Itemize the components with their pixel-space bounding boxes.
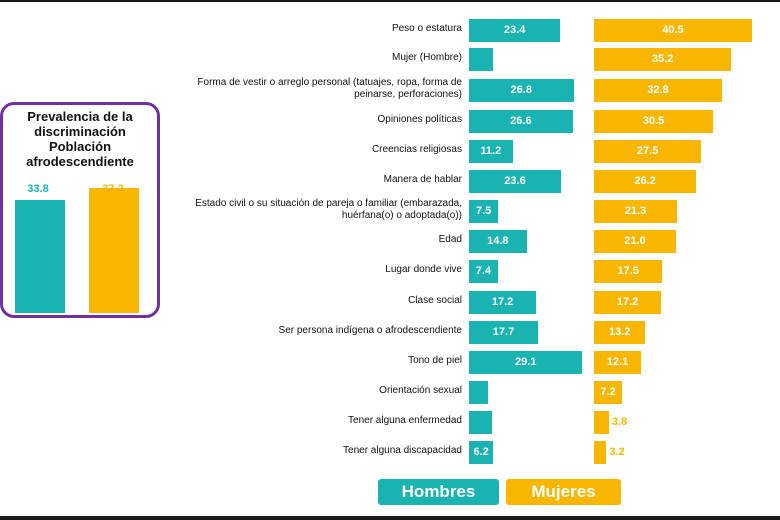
mujeres-value-label: 27.5 [636, 145, 659, 157]
category-label: Lugar donde vive [385, 264, 462, 275]
hombres-value-label: 4.8 [490, 386, 507, 398]
mujeres-value-label: 3.2 [609, 446, 625, 458]
hombres-bar [469, 18, 561, 42]
hombres-bar [469, 440, 494, 464]
category-label: Edad [438, 234, 462, 245]
prevalence-hombres-bar [15, 199, 65, 313]
hombres-value-label: 23.6 [504, 175, 526, 187]
hombres-bar [469, 229, 527, 253]
hombres-bar [469, 47, 493, 71]
mujeres-bar [594, 380, 623, 404]
prevalence-box: Prevalencia de la discriminación Poblaci… [0, 102, 160, 318]
category-label: Clase social [408, 295, 462, 306]
category-label: Tener alguna discapacidad [343, 445, 462, 456]
category-label: Mujer (Hombre) [391, 52, 462, 63]
mujeres-value-label: 13.2 [609, 326, 631, 338]
mujeres-value-label: 17.2 [616, 296, 639, 308]
hombres-bar [469, 350, 583, 374]
hombres-bar [469, 259, 498, 283]
hombres-bar [469, 320, 539, 344]
category-label: Ser persona indígena o afrodescendiente [278, 325, 462, 336]
mujeres-value-label: 26.2 [634, 175, 656, 187]
mujeres-value-label: 30.5 [642, 115, 665, 127]
mujeres-value-label: 35.2 [651, 53, 674, 65]
hombres-value-label: 26.6 [510, 115, 532, 127]
hombres-bar [469, 380, 488, 404]
hombres-bar [469, 410, 493, 434]
mujeres-bar [594, 290, 662, 314]
mujeres-value-label: 40.5 [662, 24, 684, 36]
hombres-bar [469, 169, 562, 193]
prevalence-title: Prevalencia de la discriminación Poblaci… [26, 109, 134, 169]
category-label: Estado civil o su situación de pareja o … [195, 198, 462, 221]
category-label: Forma de vestir o arreglo personal (tatu… [197, 77, 462, 100]
mujeres-value-label: 17.5 [617, 265, 639, 277]
hombres-value-label: 23.4 [503, 24, 526, 36]
legend-mujeres: Mujeres [506, 479, 621, 505]
category-label: Creencias religiosas [371, 144, 462, 155]
category-label: Peso o estatura [391, 23, 462, 34]
category-label: Tener alguna enfermedad [348, 415, 462, 426]
hombres-value-label: 6.1 [495, 53, 512, 65]
hombres-value-label: 29.1 [515, 356, 537, 368]
hombres-value-label: 26.8 [510, 84, 532, 96]
mujeres-bar [594, 229, 676, 253]
mujeres-value-label: 21.3 [624, 205, 647, 217]
mujeres-bar [594, 410, 609, 434]
hombres-bar [469, 139, 513, 163]
legend-hombres: Hombres [378, 479, 499, 505]
hombres-bar [469, 109, 573, 133]
hombres-value-label: 7.5 [475, 205, 492, 217]
mujeres-bar [594, 259, 663, 283]
hombres-value-label: 14.8 [487, 235, 509, 247]
hombres-bar [469, 78, 574, 102]
frame-bottom-line [0, 516, 780, 520]
hombres-value-label: 17.2 [491, 296, 514, 308]
mujeres-bar [594, 78, 722, 102]
mujeres-bar [594, 109, 713, 133]
prevalence-hombres-label: 33.8 [27, 183, 49, 195]
category-label: Tono de piel [408, 355, 462, 366]
mujeres-value-label: 7.2 [600, 386, 616, 398]
frame-top-line [0, 0, 780, 2]
mujeres-bar [594, 199, 678, 223]
mujeres-value-label: 3.8 [611, 416, 628, 428]
mujeres-bar [594, 139, 702, 163]
mujeres-bar [594, 169, 697, 193]
mujeres-bar [594, 440, 607, 464]
hombres-value-label: 11.2 [480, 145, 502, 157]
mujeres-value-label: 12.1 [606, 356, 629, 368]
category-label: Manera de hablar [383, 174, 462, 185]
hombres-value-label: 17.7 [492, 326, 515, 338]
prevalence-mujeres-bar [89, 188, 139, 313]
mujeres-bar [594, 47, 732, 71]
mujeres-value-label: 32.8 [647, 84, 669, 96]
category-label: Opiniones políticas [377, 114, 463, 125]
hombres-value-label: 7.4 [475, 265, 492, 277]
hombres-value-label: 6.0 [495, 416, 511, 428]
mujeres-bar [594, 350, 642, 374]
category-label: Orientación sexual [379, 385, 462, 396]
mujeres-bar [594, 18, 752, 42]
mujeres-bar [594, 320, 646, 344]
hombres-value-label: 6.2 [473, 446, 489, 458]
mujeres-value-label: 21.0 [624, 235, 646, 247]
hombres-bar [469, 290, 537, 314]
hombres-bar [469, 199, 499, 223]
